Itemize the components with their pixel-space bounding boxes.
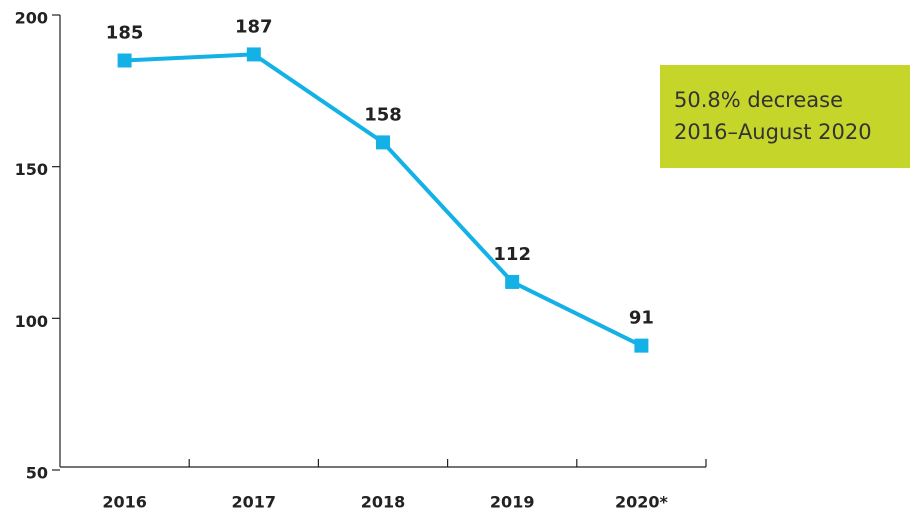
point-marker <box>634 338 649 353</box>
point-marker <box>117 53 132 68</box>
x-tick-label: 2018 <box>361 493 406 512</box>
point-marker <box>246 47 261 62</box>
data-label: 91 <box>629 308 654 329</box>
data-label: 112 <box>493 244 531 265</box>
x-tick-label: 2016 <box>102 493 147 512</box>
y-tick-label: 200 <box>15 9 48 28</box>
y-tick-label: 50 <box>26 464 48 483</box>
annotation-text: 50.8% decrease <box>674 88 843 112</box>
x-tick-label: 2020* <box>615 493 669 512</box>
annotation-box <box>660 65 910 168</box>
x-tick-label: 2019 <box>490 493 535 512</box>
data-label: 185 <box>106 23 144 44</box>
x-tick-label: 2017 <box>232 493 277 512</box>
series-line <box>124 52 643 348</box>
data-label: 187 <box>235 16 273 37</box>
annotation-text: 2016–August 2020 <box>674 120 872 144</box>
data-label: 158 <box>364 104 402 125</box>
point-marker <box>505 274 520 289</box>
y-tick-label: 100 <box>15 312 48 331</box>
y-tick-label: 150 <box>15 160 48 179</box>
point-marker <box>376 135 390 150</box>
